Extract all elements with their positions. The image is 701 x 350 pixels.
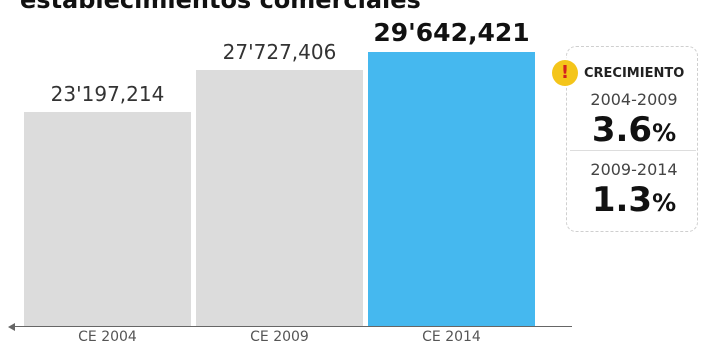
growth-period-2: 2009-2014 — [590, 160, 678, 179]
growth-value-1: 3.6% — [575, 110, 693, 150]
x-tick-ce-2004: CE 2004 — [78, 329, 137, 345]
bar-ce-2014 — [368, 52, 535, 326]
x-tick-ce-2014: CE 2014 — [422, 329, 481, 345]
growth-value-2-unit: % — [652, 189, 677, 217]
bar-ce-2004 — [24, 112, 191, 326]
growth-box — [566, 46, 698, 232]
x-axis-line — [14, 326, 572, 327]
growth-value-1-unit: % — [652, 119, 677, 147]
data-label-ce-2004: 23'197,214 — [50, 82, 165, 106]
growth-heading: CRECIMIENTO — [584, 66, 685, 81]
x-tick-ce-2009: CE 2009 — [250, 329, 309, 345]
growth-value-2-number: 1.3 — [591, 180, 653, 220]
growth-value-1-number: 3.6 — [591, 110, 653, 150]
x-axis-arrow-icon — [8, 323, 15, 331]
alert-icon: ! — [552, 60, 578, 86]
growth-period-1: 2004-2009 — [590, 90, 678, 109]
chart-title: establecimientos comerciales — [20, 0, 421, 14]
data-label-ce-2009: 27'727,406 — [222, 40, 337, 64]
growth-value-2: 1.3% — [575, 180, 693, 220]
data-label-ce-2014: 29'642,421 — [373, 18, 530, 47]
growth-divider — [570, 150, 696, 151]
bar-ce-2009 — [196, 70, 363, 326]
